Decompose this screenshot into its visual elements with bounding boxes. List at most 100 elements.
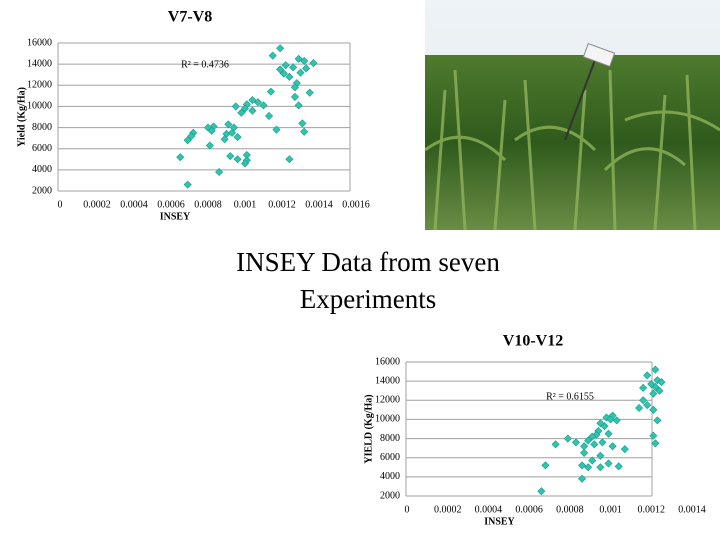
data-point (598, 438, 607, 447)
data-point (590, 440, 599, 449)
y-tick-label: 2000 (32, 185, 52, 196)
data-point (596, 451, 605, 460)
y-axis-label: Yield (Kg/Ha) (16, 87, 27, 147)
data-point (596, 463, 605, 472)
data-point (272, 125, 281, 134)
data-point (584, 436, 593, 445)
y-tick-label: 16000 (375, 356, 400, 367)
y-tick-label: 8000 (380, 433, 400, 444)
data-point (580, 448, 589, 457)
x-axis-label: INSEY (160, 211, 191, 222)
x-tick-label: 0.0008 (556, 504, 584, 515)
data-point (300, 56, 309, 65)
data-point (228, 128, 237, 137)
y-tick-label: 14000 (27, 58, 52, 69)
y-tick-label: 4000 (32, 164, 52, 175)
x-tick-label: 0.0006 (157, 199, 185, 210)
data-point (580, 442, 589, 451)
data-point (578, 461, 587, 470)
annotation: R² = 0.6155 (546, 391, 594, 402)
x-tick-label: 0.0002 (434, 504, 462, 515)
data-point (600, 422, 609, 431)
field-photo (425, 0, 720, 230)
x-tick-label: 0 (405, 504, 410, 515)
x-tick-label: 0.001 (599, 504, 622, 515)
data-point (176, 153, 185, 162)
data-point (231, 102, 240, 111)
data-point (276, 44, 285, 53)
x-tick-label: 0.0004 (475, 504, 503, 515)
data-point (296, 68, 305, 77)
x-tick-label: 0.0002 (83, 199, 111, 210)
data-point (240, 104, 250, 113)
x-tick-label: 0.0014 (305, 199, 333, 210)
data-point (578, 474, 587, 483)
data-point (266, 87, 275, 96)
data-point (604, 459, 613, 468)
data-point (259, 101, 268, 110)
data-point (649, 389, 658, 398)
slide-title: INSEY Data from seven Experiments (236, 247, 500, 314)
data-point (279, 69, 288, 78)
data-point (606, 415, 615, 424)
data-point (639, 396, 648, 405)
y-tick-label: 12000 (27, 80, 52, 91)
data-point (183, 136, 192, 145)
y-tick-label: 16000 (27, 37, 52, 48)
data-point (612, 416, 621, 425)
data-point (285, 72, 294, 81)
data-point (643, 371, 652, 380)
x-tick-label: 0.0016 (342, 199, 370, 210)
y-tick-label: 4000 (380, 471, 400, 482)
data-point (285, 155, 294, 164)
data-point (290, 83, 299, 92)
data-point (649, 405, 658, 414)
data-point (240, 159, 250, 168)
data-point (651, 382, 660, 391)
data-point (653, 376, 662, 385)
data-point (588, 456, 597, 465)
data-point (309, 59, 318, 68)
x-tick-label: 0.001 (234, 199, 257, 210)
x-tick-label: 0.0012 (638, 504, 666, 515)
data-point (643, 401, 652, 410)
y-tick-label: 14000 (375, 375, 400, 386)
data-point (608, 442, 617, 451)
data-point (584, 463, 593, 472)
data-point (592, 430, 601, 439)
chart-title: V7-V8 (168, 9, 212, 26)
data-point (248, 96, 257, 105)
data-point (614, 462, 623, 471)
data-point (226, 152, 235, 161)
annotation: R² = 0.4736 (181, 59, 229, 70)
data-point (551, 440, 560, 449)
data-point (237, 108, 246, 117)
y-tick-label: 10000 (27, 101, 52, 112)
data-point (571, 438, 580, 447)
x-tick-label: 0.0006 (515, 504, 543, 515)
data-point (215, 167, 224, 176)
y-tick-label: 2000 (380, 490, 400, 501)
data-point (265, 111, 274, 120)
x-tick-label: 0.0008 (194, 199, 222, 210)
data-point (563, 434, 572, 443)
y-tick-label: 6000 (32, 143, 52, 154)
data-point (248, 106, 257, 115)
data-point (276, 65, 285, 74)
data-point (281, 61, 290, 70)
data-point (220, 135, 229, 144)
data-point (207, 126, 216, 135)
data-point (300, 127, 309, 136)
data-point (187, 132, 196, 141)
data-point (657, 378, 666, 387)
x-tick-label: 0 (58, 199, 63, 210)
data-point (298, 119, 307, 128)
data-point (620, 445, 629, 454)
data-point (655, 386, 664, 395)
x-tick-label: 0.0012 (268, 199, 296, 210)
data-point (233, 155, 242, 164)
y-axis-label: YIELD (Kg/Ha) (363, 394, 374, 463)
y-tick-label: 8000 (32, 122, 52, 133)
data-point (588, 432, 597, 441)
